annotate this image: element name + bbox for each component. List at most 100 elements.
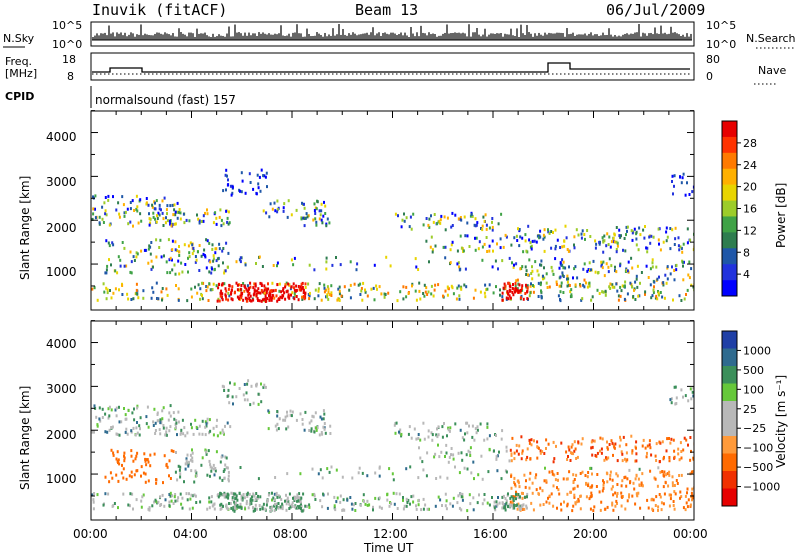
data-cell — [573, 246, 576, 250]
data-cell — [155, 478, 158, 482]
data-cell — [521, 496, 524, 500]
data-cell — [458, 297, 461, 301]
data-cell — [587, 471, 590, 474]
data-cell — [243, 383, 246, 386]
data-cell — [176, 210, 179, 214]
data-cell — [231, 298, 234, 302]
data-cell — [601, 262, 603, 266]
data-cell — [543, 249, 546, 253]
data-cell — [282, 206, 285, 210]
data-cell — [447, 428, 450, 432]
data-cell — [172, 502, 175, 505]
data-cell — [221, 249, 224, 253]
data-cell — [493, 504, 496, 508]
data-cell — [604, 507, 607, 511]
data-cell — [235, 496, 238, 500]
data-cell — [223, 468, 226, 472]
data-cell — [567, 455, 569, 458]
data-cell — [151, 504, 154, 508]
data-cell — [543, 452, 546, 455]
data-cell — [93, 492, 96, 495]
data-cell — [427, 435, 430, 439]
data-cell — [274, 209, 277, 213]
data-cell — [440, 214, 443, 218]
data-cell — [629, 481, 631, 485]
data-cell — [126, 207, 129, 211]
data-cell — [232, 506, 235, 509]
data-cell — [358, 466, 361, 470]
data-cell — [174, 493, 177, 496]
data-cell — [634, 280, 637, 284]
colorbar-cell — [722, 280, 737, 297]
data-cell — [521, 449, 524, 453]
data-cell — [216, 299, 219, 303]
data-cell — [690, 449, 692, 453]
data-cell — [432, 220, 435, 224]
data-cell — [336, 496, 339, 500]
data-cell — [366, 474, 369, 478]
data-cell — [525, 458, 528, 462]
data-cell — [95, 415, 98, 419]
data-cell — [205, 238, 208, 242]
data-cell — [469, 502, 472, 506]
data-cell — [539, 486, 542, 490]
data-cell — [291, 505, 294, 508]
data-cell — [223, 385, 225, 389]
data-cell — [603, 239, 606, 243]
data-cell — [104, 492, 107, 496]
data-cell — [226, 174, 228, 178]
data-cell — [689, 387, 692, 391]
data-cell — [284, 499, 286, 503]
data-cell — [560, 441, 563, 445]
data-cell — [409, 465, 412, 469]
data-cell — [672, 438, 675, 442]
data-cell — [325, 260, 328, 264]
data-cell — [576, 500, 579, 504]
data-cell — [213, 507, 216, 511]
data-cell — [233, 504, 236, 508]
data-cell — [488, 226, 491, 230]
data-cell — [130, 475, 133, 479]
data-cell — [269, 505, 272, 509]
data-cell — [472, 496, 475, 500]
x-axis-label: Time UT — [363, 541, 414, 554]
data-cell — [589, 485, 592, 489]
data-cell — [295, 418, 298, 422]
data-cell — [450, 453, 452, 457]
data-cell — [556, 486, 558, 490]
data-cell — [573, 449, 576, 453]
data-cell — [225, 168, 228, 172]
data-cell — [304, 216, 307, 220]
data-cell — [521, 451, 524, 455]
data-cell — [536, 456, 539, 460]
data-cell — [141, 495, 144, 499]
data-cell — [142, 471, 145, 475]
colorbar-cell — [722, 248, 737, 265]
data-cell — [529, 457, 532, 461]
colorbar-cell — [722, 366, 737, 384]
data-cell — [296, 499, 298, 503]
data-cell — [493, 506, 496, 510]
data-cell — [264, 300, 267, 303]
data-cell — [668, 456, 671, 459]
data-cell — [436, 435, 439, 439]
data-cell — [633, 227, 636, 231]
data-cell — [446, 293, 449, 297]
data-cell — [129, 220, 132, 224]
data-cell — [179, 472, 182, 476]
data-cell — [239, 260, 242, 264]
data-cell — [450, 447, 453, 450]
data-cell — [124, 430, 127, 434]
data-cell — [225, 495, 228, 499]
data-cell — [608, 285, 611, 289]
data-cell — [512, 265, 515, 269]
data-cell — [447, 460, 450, 464]
data-cell — [301, 418, 304, 421]
data-cell — [171, 203, 174, 207]
data-cell — [502, 286, 505, 290]
data-cell — [315, 220, 318, 224]
data-cell — [625, 268, 628, 272]
data-cell — [501, 259, 504, 263]
data-cell — [239, 287, 242, 291]
data-cell — [685, 293, 687, 296]
